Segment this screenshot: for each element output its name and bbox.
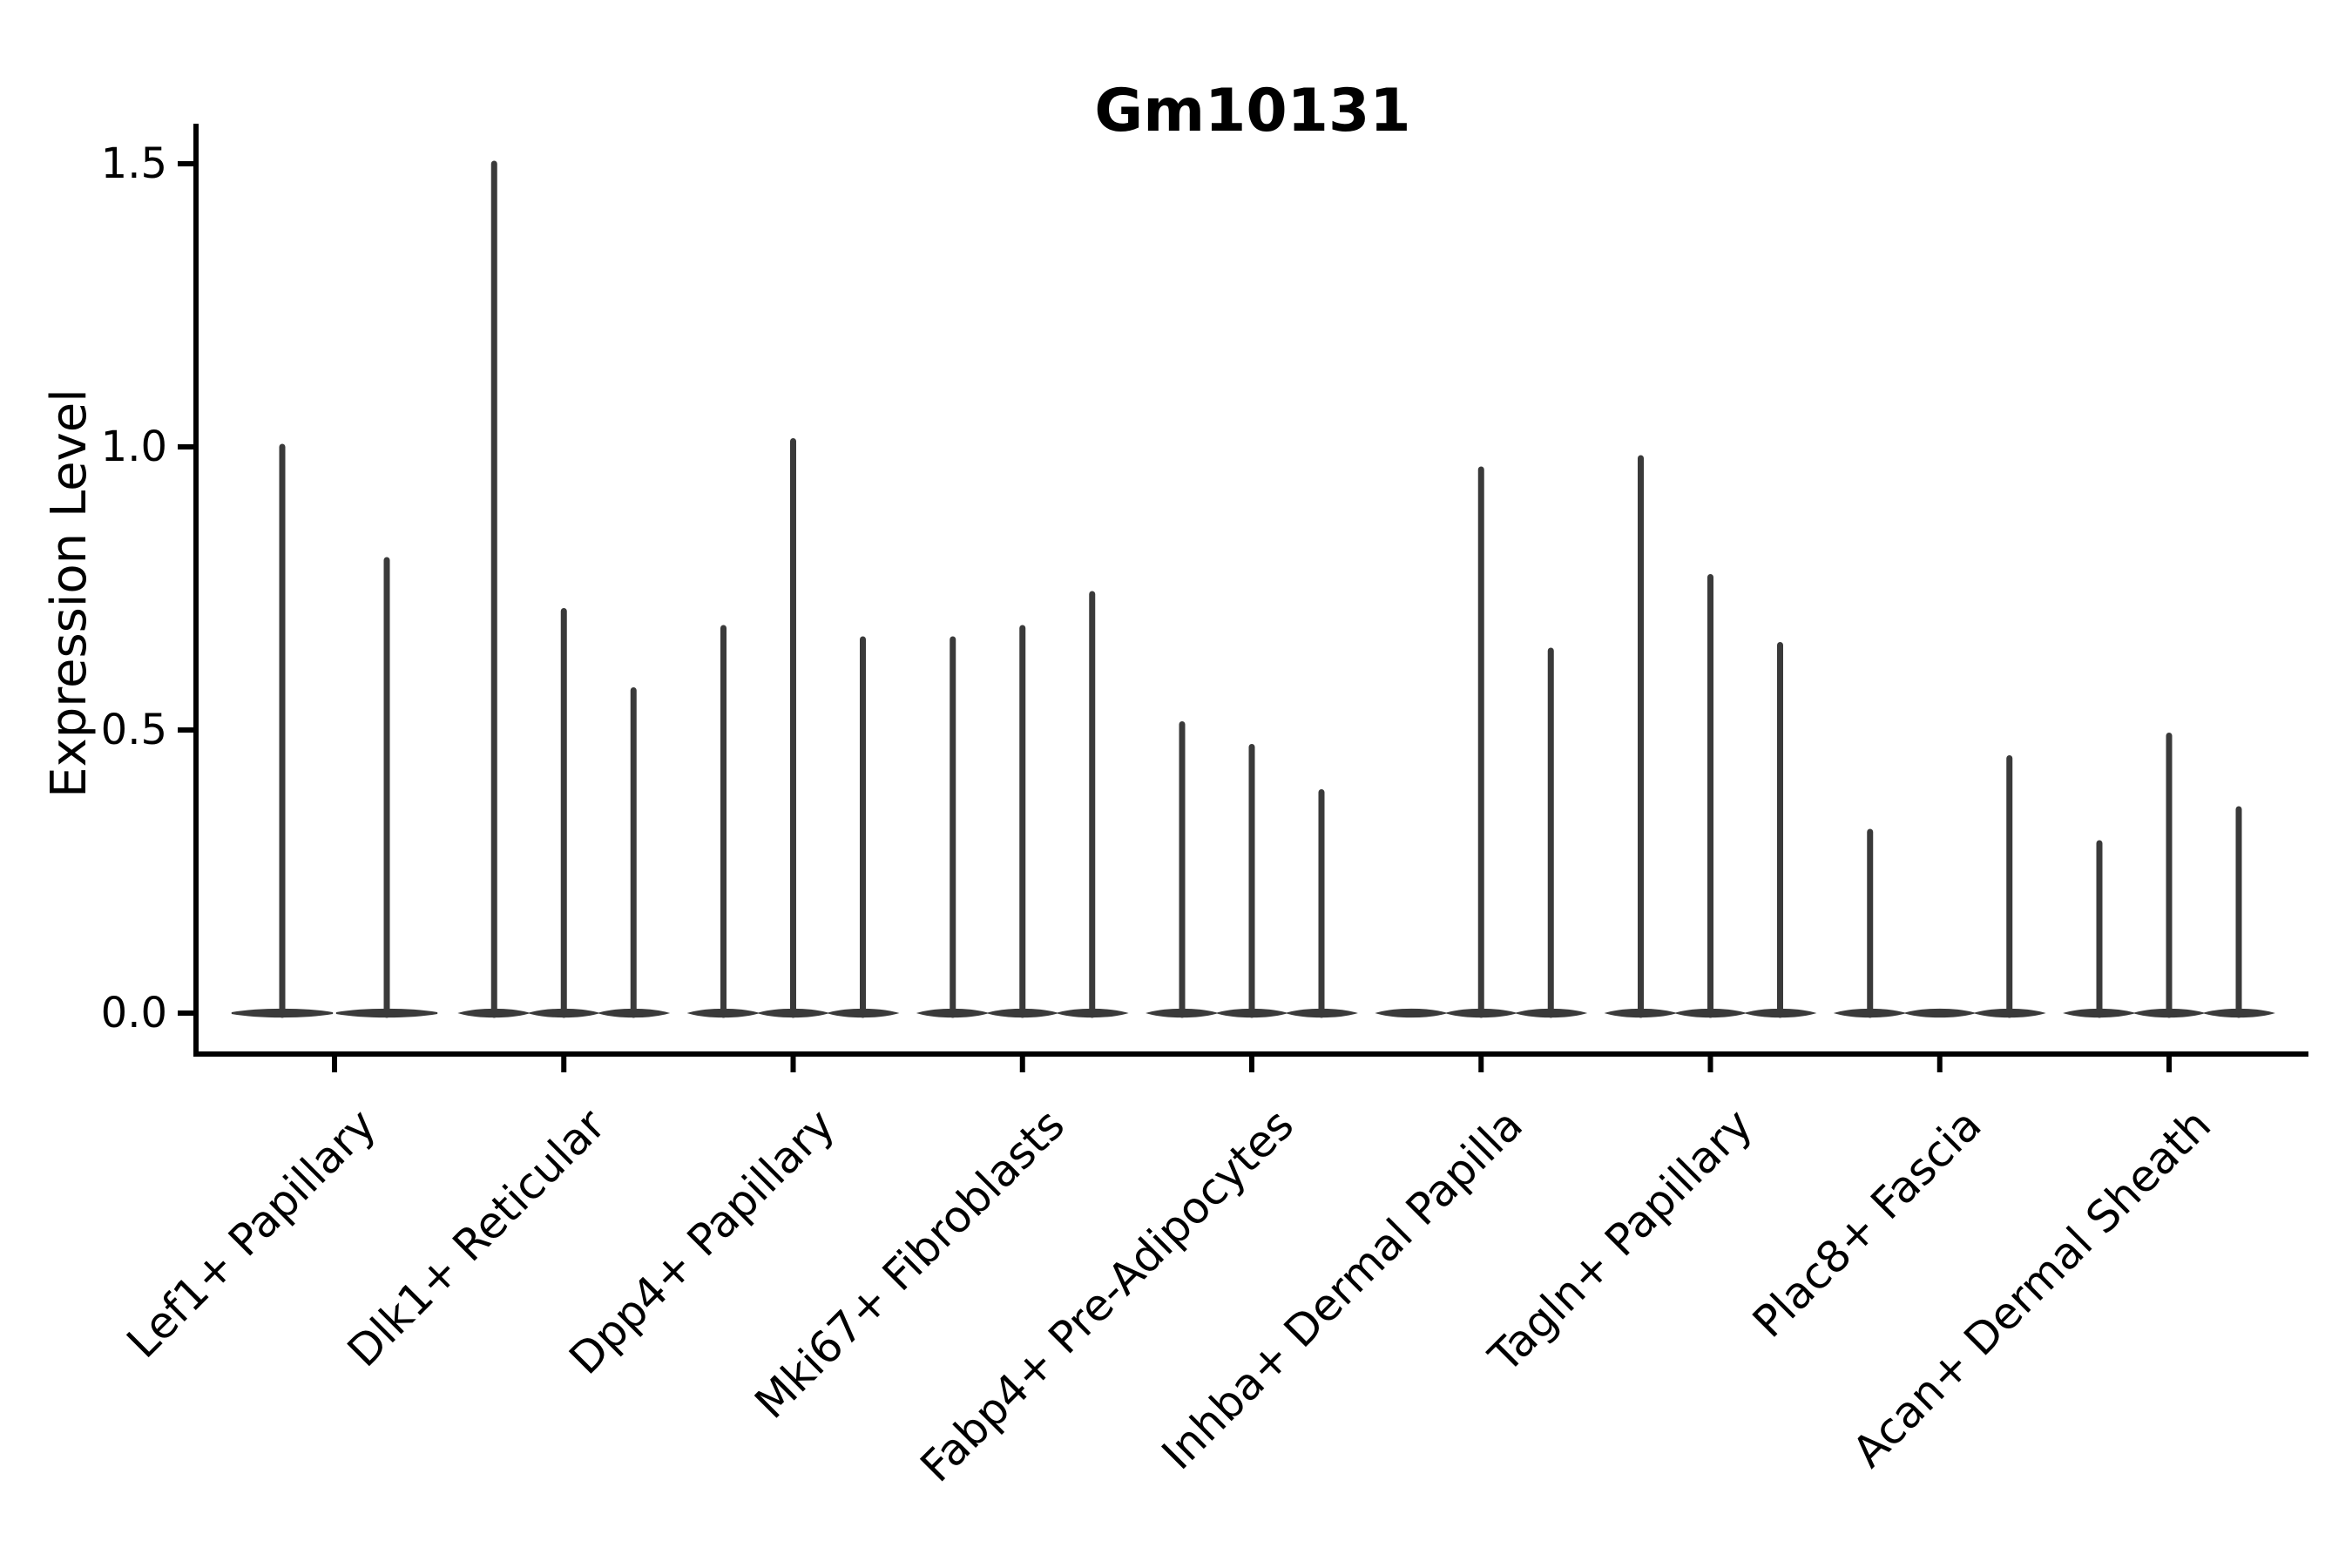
violin-base	[1903, 1008, 1977, 1018]
violin-base	[1375, 1008, 1449, 1018]
y-tick-label: 0.5	[100, 706, 167, 754]
chart-title: Gm10131	[1094, 77, 1411, 145]
y-tick-label: 1.0	[100, 422, 167, 471]
y-tick-label: 0.0	[100, 989, 167, 1037]
y-tick-label: 1.5	[100, 139, 167, 188]
